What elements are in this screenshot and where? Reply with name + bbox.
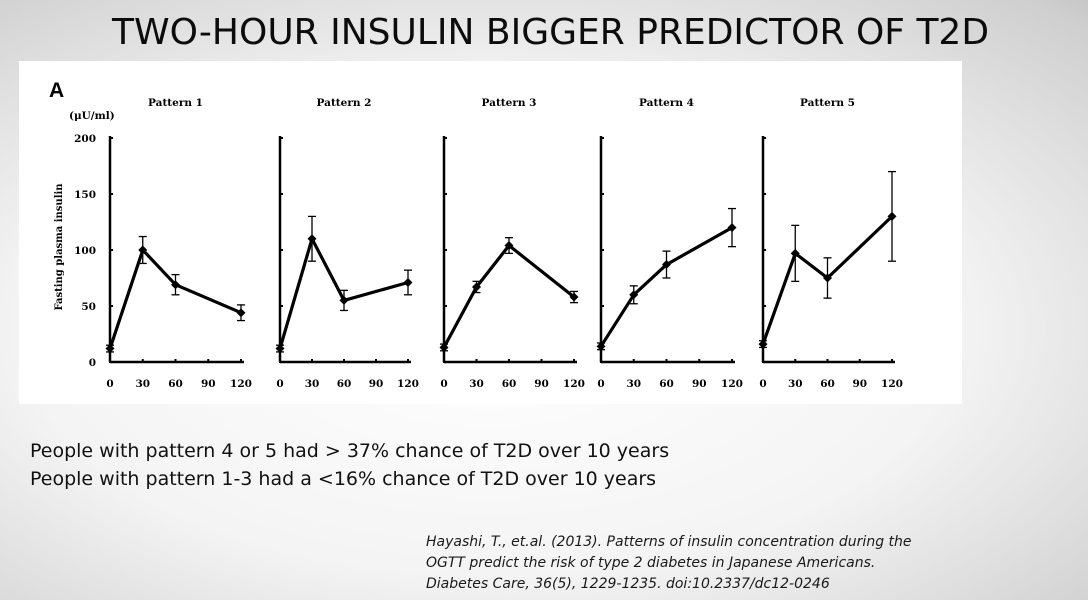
citation-line-3: Diabetes Care, 36(5), 1229-1235. doi:10.… [426,576,830,592]
data-point [171,280,180,290]
x-tick-label: 120 [563,378,585,390]
y-tick-label: 50 [81,301,96,313]
x-tick-label: 30 [305,378,320,390]
y-axis-label: Fasting plasma insulin [54,183,65,311]
data-point [504,241,514,251]
x-tick-label: 90 [534,378,549,390]
series-line [108,248,242,350]
x-tick-label: 120 [397,378,419,390]
x-tick-label: 120 [881,378,903,390]
panel-letter: A [49,79,64,102]
data-point [823,273,832,283]
x-tick-label: 60 [820,378,835,390]
x-tick-label: 90 [369,378,384,390]
data-point [105,344,115,354]
data-point [662,260,671,270]
x-tick-label: 60 [168,378,183,390]
findings-text: People with pattern 4 or 5 had > 37% cha… [30,437,930,493]
x-tick-label: 120 [230,378,252,390]
x-tick-label: 30 [626,378,641,390]
series-title: Pattern 1 [148,97,203,109]
data-point [403,277,413,287]
citation: Hayashi, T., et.al. (2013). Patterns of … [426,532,1066,595]
series-line [599,226,733,348]
x-tick-label: 0 [759,378,766,390]
data-point [472,282,481,292]
y-tick-label: 100 [74,245,96,257]
x-tick-label: 30 [788,378,803,390]
data-point [790,248,800,258]
y-tick-label: 150 [74,189,96,201]
data-point [138,245,148,255]
data-point [236,308,246,318]
x-tick-label: 60 [502,378,517,390]
x-tick-label: 0 [597,378,604,390]
series-line [442,243,575,349]
data-point [307,234,317,244]
x-tick-label: 90 [852,378,867,390]
data-point [569,292,579,302]
data-point [727,223,737,233]
slide-title: TWO-HOUR INSULIN BIGGER PREDICTOR OF T2D [112,12,990,53]
series-title: Pattern 2 [317,97,372,109]
series-title: Pattern 3 [482,97,537,109]
y-tick-label: 0 [89,357,96,369]
x-tick-label: 0 [440,378,447,390]
citation-line-2: OGTT predict the risk of type 2 diabetes… [426,555,876,571]
data-point [758,339,768,349]
series-title: Pattern 4 [639,97,694,109]
x-tick-label: 0 [106,378,113,390]
x-tick-label: 60 [337,378,352,390]
x-tick-label: 90 [201,378,216,390]
x-tick-label: 0 [276,378,283,390]
x-tick-label: 120 [721,378,743,390]
unit-label: (μU/ml) [69,110,115,122]
data-point [596,341,606,351]
data-point [629,290,639,300]
data-point [275,344,285,354]
x-tick-label: 30 [135,378,150,390]
data-point [439,342,449,352]
series-line [278,237,409,350]
series-line [761,215,894,345]
data-point [339,295,349,305]
citation-line-1: Hayashi, T., et.al. (2013). Patterns of … [426,534,912,550]
chart-figure: A (μU/ml) Fasting plasma insulin Pattern… [19,61,962,404]
x-tick-label: 30 [469,378,484,390]
finding-line-1: People with pattern 4 or 5 had > 37% cha… [30,440,670,462]
finding-line-2: People with pattern 1-3 had a <16% chanc… [30,468,657,490]
x-tick-label: 60 [659,378,674,390]
y-tick-label: 200 [74,133,96,145]
x-tick-label: 90 [692,378,707,390]
series-title: Pattern 5 [800,97,855,109]
data-point [887,211,897,221]
chart-svg: A (μU/ml) Fasting plasma insulin Pattern… [49,79,903,390]
